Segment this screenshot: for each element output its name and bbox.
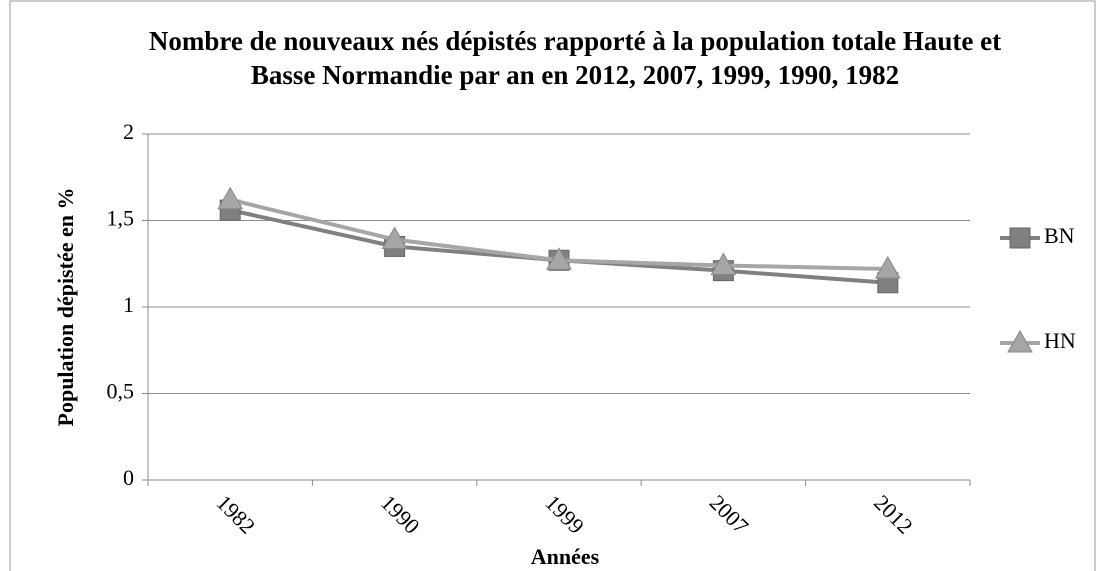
marker-triangle (381, 226, 408, 250)
chart-title: Nombre de nouveaux nés dépistés rapporté… (148, 26, 1002, 90)
marker-triangle (546, 247, 572, 270)
marker-triangle (217, 186, 244, 210)
legend-label: BN (1044, 223, 1075, 248)
border (9, 0, 1096, 571)
legend-marker (1009, 227, 1031, 249)
x-tick-label: 1990 (376, 490, 425, 539)
marker-triangle (710, 252, 737, 275)
x-tick-label: 2007 (705, 490, 754, 539)
x-tick-label: 2012 (869, 490, 918, 539)
x-tick-label: 1982 (212, 490, 261, 539)
y-tick-label: 1 (123, 292, 134, 317)
x-axis-label: Années (531, 544, 600, 569)
y-tick-label: 2 (123, 119, 134, 144)
y-tick-label: 1,5 (107, 206, 135, 231)
y-tick-label: 0,5 (107, 379, 135, 404)
legend-label: HN (1044, 328, 1076, 353)
legend-marker (1007, 329, 1033, 353)
series-line (229, 208, 888, 285)
y-axis-label: Population dépistée en % (53, 188, 78, 427)
marker-triangle (874, 255, 901, 279)
x-tick-label: 1999 (540, 490, 589, 539)
y-tick-label: 0 (123, 465, 134, 490)
